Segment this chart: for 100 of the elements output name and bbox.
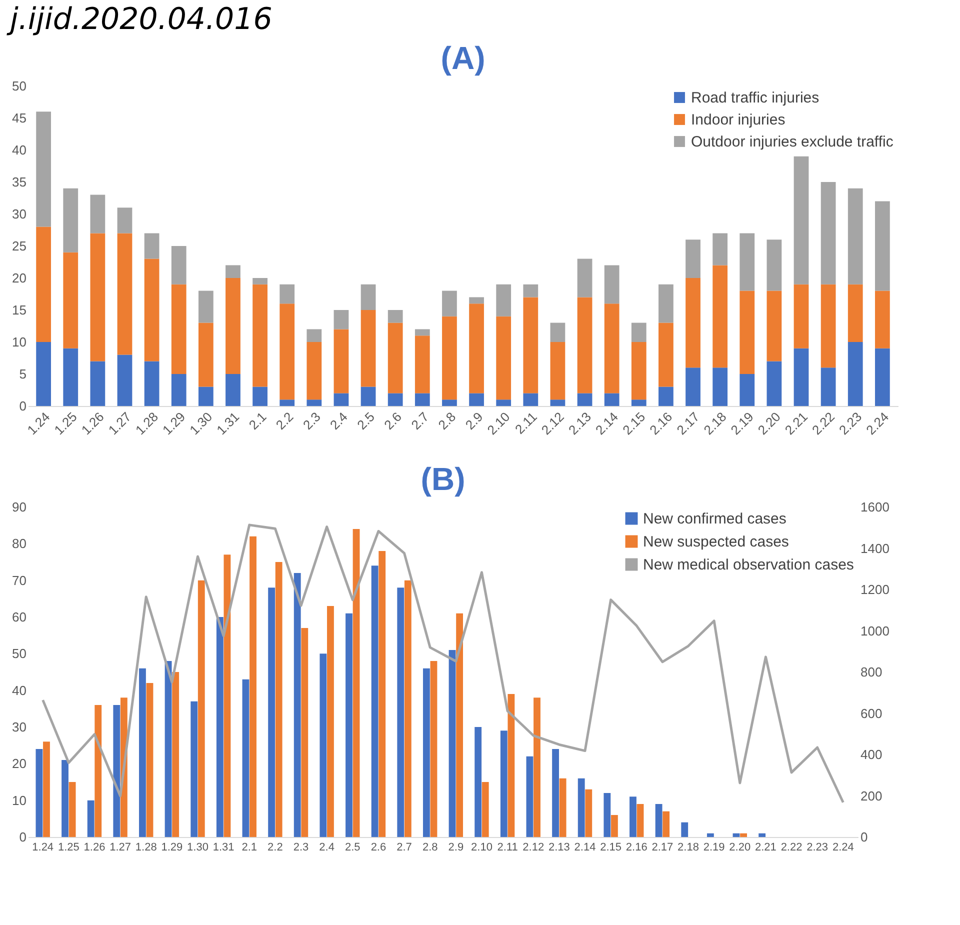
bar [360,386,376,406]
x-tick-label: 2.1 [246,409,270,432]
x-tick-label: 2.3 [300,409,324,432]
x-tick-label: 2.20 [729,842,751,854]
bar [171,374,186,406]
bar [388,322,403,394]
bar [360,310,376,387]
bar [198,322,214,387]
x-tick-label: 2.2 [272,409,296,432]
bar [712,265,728,368]
x-tick-label: 2.18 [678,842,699,854]
bar [62,760,68,837]
bar [604,793,611,837]
x-tick-label: 2.7 [408,409,432,432]
x-tick-label: 2.13 [548,842,570,854]
bar [275,562,282,837]
x-tick-label: 2.19 [703,842,725,854]
x-tick-label: 2.11 [497,842,518,854]
bar [414,329,430,336]
bar [334,310,349,330]
bar [68,782,76,837]
bar [397,588,404,837]
x-tick-label: 1.24 [32,842,54,854]
bar [294,573,301,837]
bar [820,182,836,284]
bar [706,833,714,837]
bar [474,727,482,837]
y-tick-label: 20 [12,756,26,772]
y-tick-label: 30 [12,206,26,222]
bar [430,661,438,837]
bar [604,304,620,394]
bar [604,393,620,406]
bar [848,188,863,284]
bar [87,800,94,837]
bar [758,833,766,837]
y2-tick-label: 1600 [860,500,890,514]
bar [686,368,700,406]
bar [550,322,566,342]
legend-label: Indoor injuries [691,112,786,128]
bar [820,368,836,406]
bar [500,730,508,837]
bar [496,284,512,316]
bar [820,284,836,368]
bar [226,374,240,406]
legend-label: Road traffic injuries [691,90,820,106]
bar [36,749,43,837]
bar [875,201,890,291]
bar [442,290,457,316]
bar [559,778,566,837]
bar [534,698,540,837]
y2-tick-label: 800 [860,664,882,680]
bar [740,290,755,374]
bar [63,252,78,348]
x-tick-label: 2.6 [381,409,405,432]
y-tick-label: 90 [12,500,26,514]
y-tick-label: 0 [19,830,26,844]
bar [631,400,646,406]
y2-tick-label: 1200 [860,582,890,597]
x-tick-label: 2.6 [370,842,386,854]
x-tick-label: 2.11 [512,409,540,437]
x-tick-label: 2.22 [780,842,802,854]
y-tick-label: 45 [12,110,26,126]
y2-tick-label: 1400 [860,540,890,556]
bar [577,393,592,406]
bar [604,265,620,304]
bar [848,284,863,342]
x-tick-label: 2.1 [242,842,258,854]
bar [631,322,646,342]
bar [346,613,352,837]
bar [306,342,322,400]
bar [320,654,327,837]
bar [94,705,102,837]
bar [388,310,403,323]
x-tick-label: 2.14 [574,842,596,854]
bar [334,393,349,406]
y-tick-label: 20 [12,270,26,286]
bar [732,833,740,837]
y-tick-label: 10 [12,792,26,808]
bar [139,668,146,837]
x-tick-label: 2.16 [626,842,648,854]
bar [681,822,688,837]
y-tick-label: 25 [12,238,26,254]
bar [442,316,457,400]
bar [171,246,186,284]
bar [875,348,890,406]
y-tick-label: 10 [12,334,26,350]
bar [766,240,782,291]
bar [794,156,809,284]
bar [280,284,295,304]
bar [306,329,322,342]
bar [658,386,674,406]
bar [36,112,51,227]
bar [63,188,78,252]
y-tick-label: 50 [12,646,26,662]
bar [378,551,386,837]
chart-title: (A) [440,40,486,76]
bar [171,284,186,374]
bar [526,756,534,837]
bar [224,554,231,837]
bar [43,742,50,837]
